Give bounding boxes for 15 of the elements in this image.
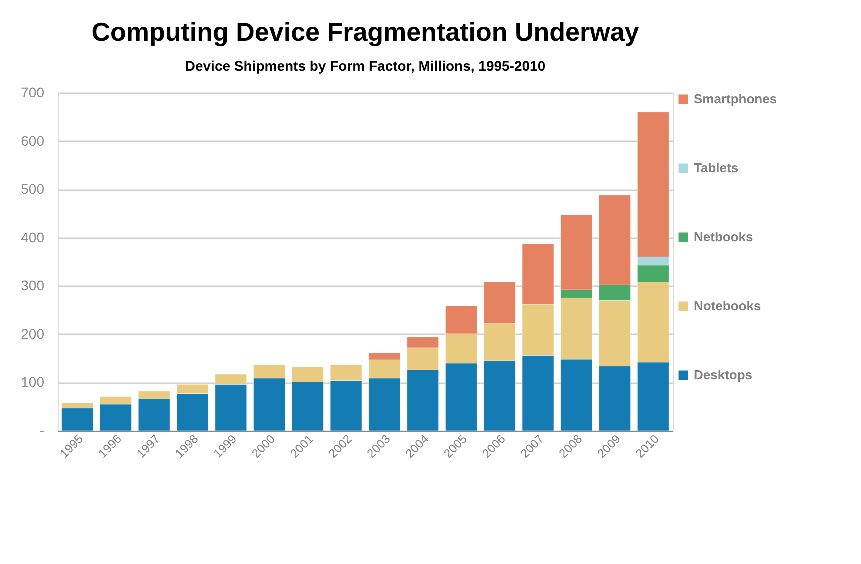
legend-label: Smartphones <box>694 92 778 106</box>
legend-label: Desktops <box>694 368 753 382</box>
legend-label: Notebooks <box>694 298 762 314</box>
chart-title: Computing Device Fragmentation Underway <box>92 17 640 47</box>
y-tick-label: - <box>40 422 45 438</box>
y-tick-label: 200 <box>21 326 45 342</box>
y-tick-label: 700 <box>21 84 45 100</box>
legend-label: Netbooks <box>694 230 754 244</box>
legend-label: Tablets <box>694 160 739 176</box>
chart-subtitle: Device Shipments by Form Factor, Millions, 1995-2010 <box>185 58 546 74</box>
y-tick-label: 100 <box>21 374 45 390</box>
y-tick-label: 300 <box>21 278 45 294</box>
y-tick-label: 600 <box>21 132 45 149</box>
y-tick-label: 500 <box>21 181 45 198</box>
y-tick-label: 400 <box>21 229 45 246</box>
